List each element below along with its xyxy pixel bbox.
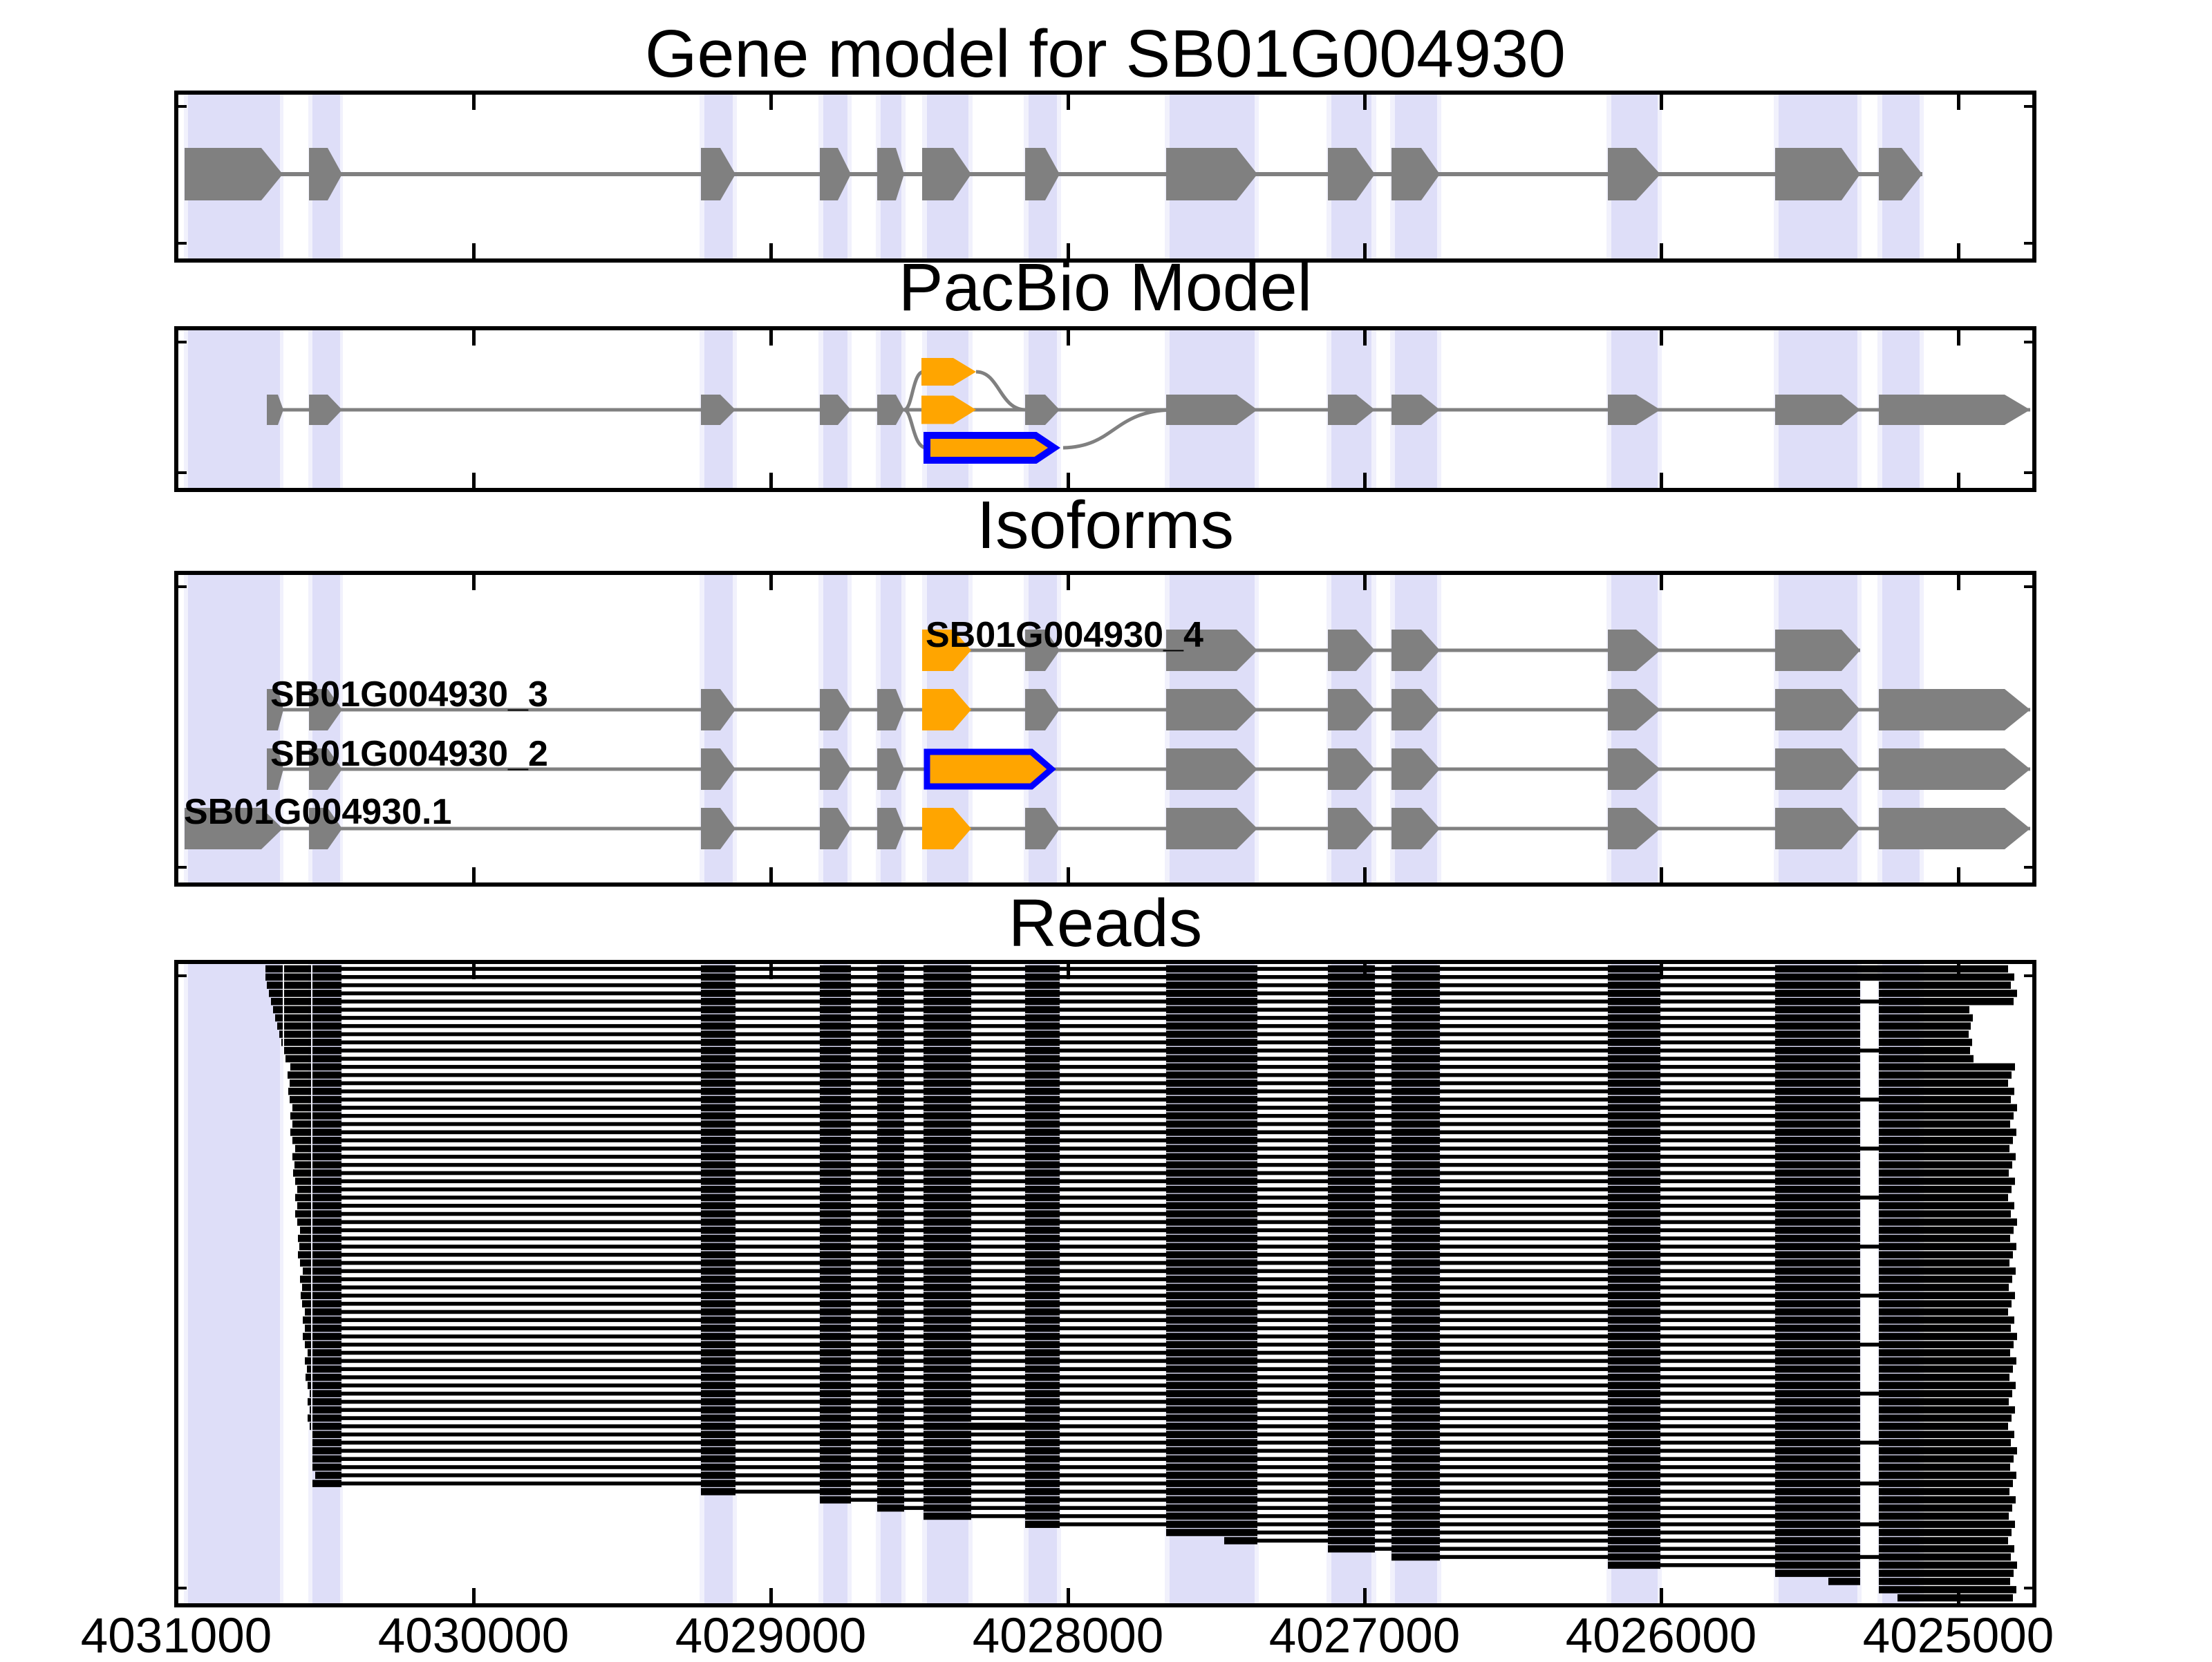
svg-text:SB01G004930.1: SB01G004930.1 bbox=[184, 792, 451, 832]
svg-text:SB01G004930_3: SB01G004930_3 bbox=[270, 674, 548, 715]
svg-text:4027000: 4027000 bbox=[1269, 1609, 1460, 1659]
svg-text:4030000: 4030000 bbox=[378, 1609, 569, 1659]
svg-text:Reads: Reads bbox=[1009, 885, 1202, 961]
svg-text:SB01G004930_2: SB01G004930_2 bbox=[270, 734, 548, 774]
svg-text:4031000: 4031000 bbox=[81, 1609, 272, 1659]
svg-text:4029000: 4029000 bbox=[675, 1609, 866, 1659]
svg-text:Isoforms: Isoforms bbox=[977, 487, 1234, 563]
svg-text:4026000: 4026000 bbox=[1566, 1609, 1756, 1659]
svg-text:PacBio Model: PacBio Model bbox=[899, 249, 1312, 325]
svg-text:4025000: 4025000 bbox=[1863, 1609, 2054, 1659]
svg-text:Gene model for SB01G004930: Gene model for SB01G004930 bbox=[645, 16, 1566, 91]
svg-text:4028000: 4028000 bbox=[973, 1609, 1163, 1659]
svg-text:SB01G004930_4: SB01G004930_4 bbox=[926, 615, 1203, 655]
